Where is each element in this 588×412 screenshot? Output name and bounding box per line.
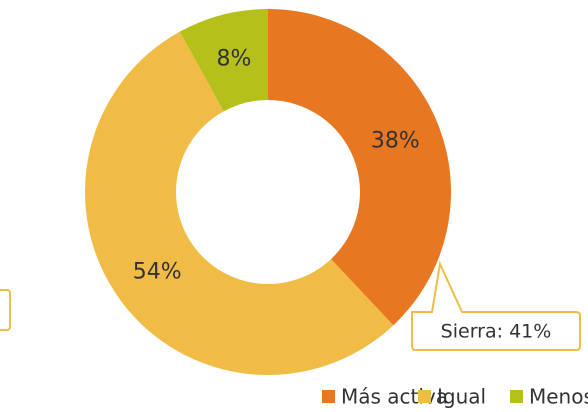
pie: 38% 54% 8% [84, 8, 451, 376]
annotation: Sierra: 41% [441, 321, 552, 343]
slice-label: 38% [371, 129, 420, 154]
legend-label: Más activa [341, 385, 448, 409]
slice-label: 8% [216, 46, 251, 71]
slice [84, 31, 394, 376]
slice-label: 54% [133, 260, 182, 285]
slice [179, 8, 268, 112]
legend-swatch [510, 390, 523, 403]
slice [268, 9, 451, 326]
legend-label: Menos activa [529, 385, 588, 409]
callout-partial [0, 289, 11, 331]
legend-label: Igual [437, 385, 486, 409]
legend-swatch [418, 390, 431, 403]
callout [411, 260, 581, 351]
legend-swatch [322, 390, 335, 403]
